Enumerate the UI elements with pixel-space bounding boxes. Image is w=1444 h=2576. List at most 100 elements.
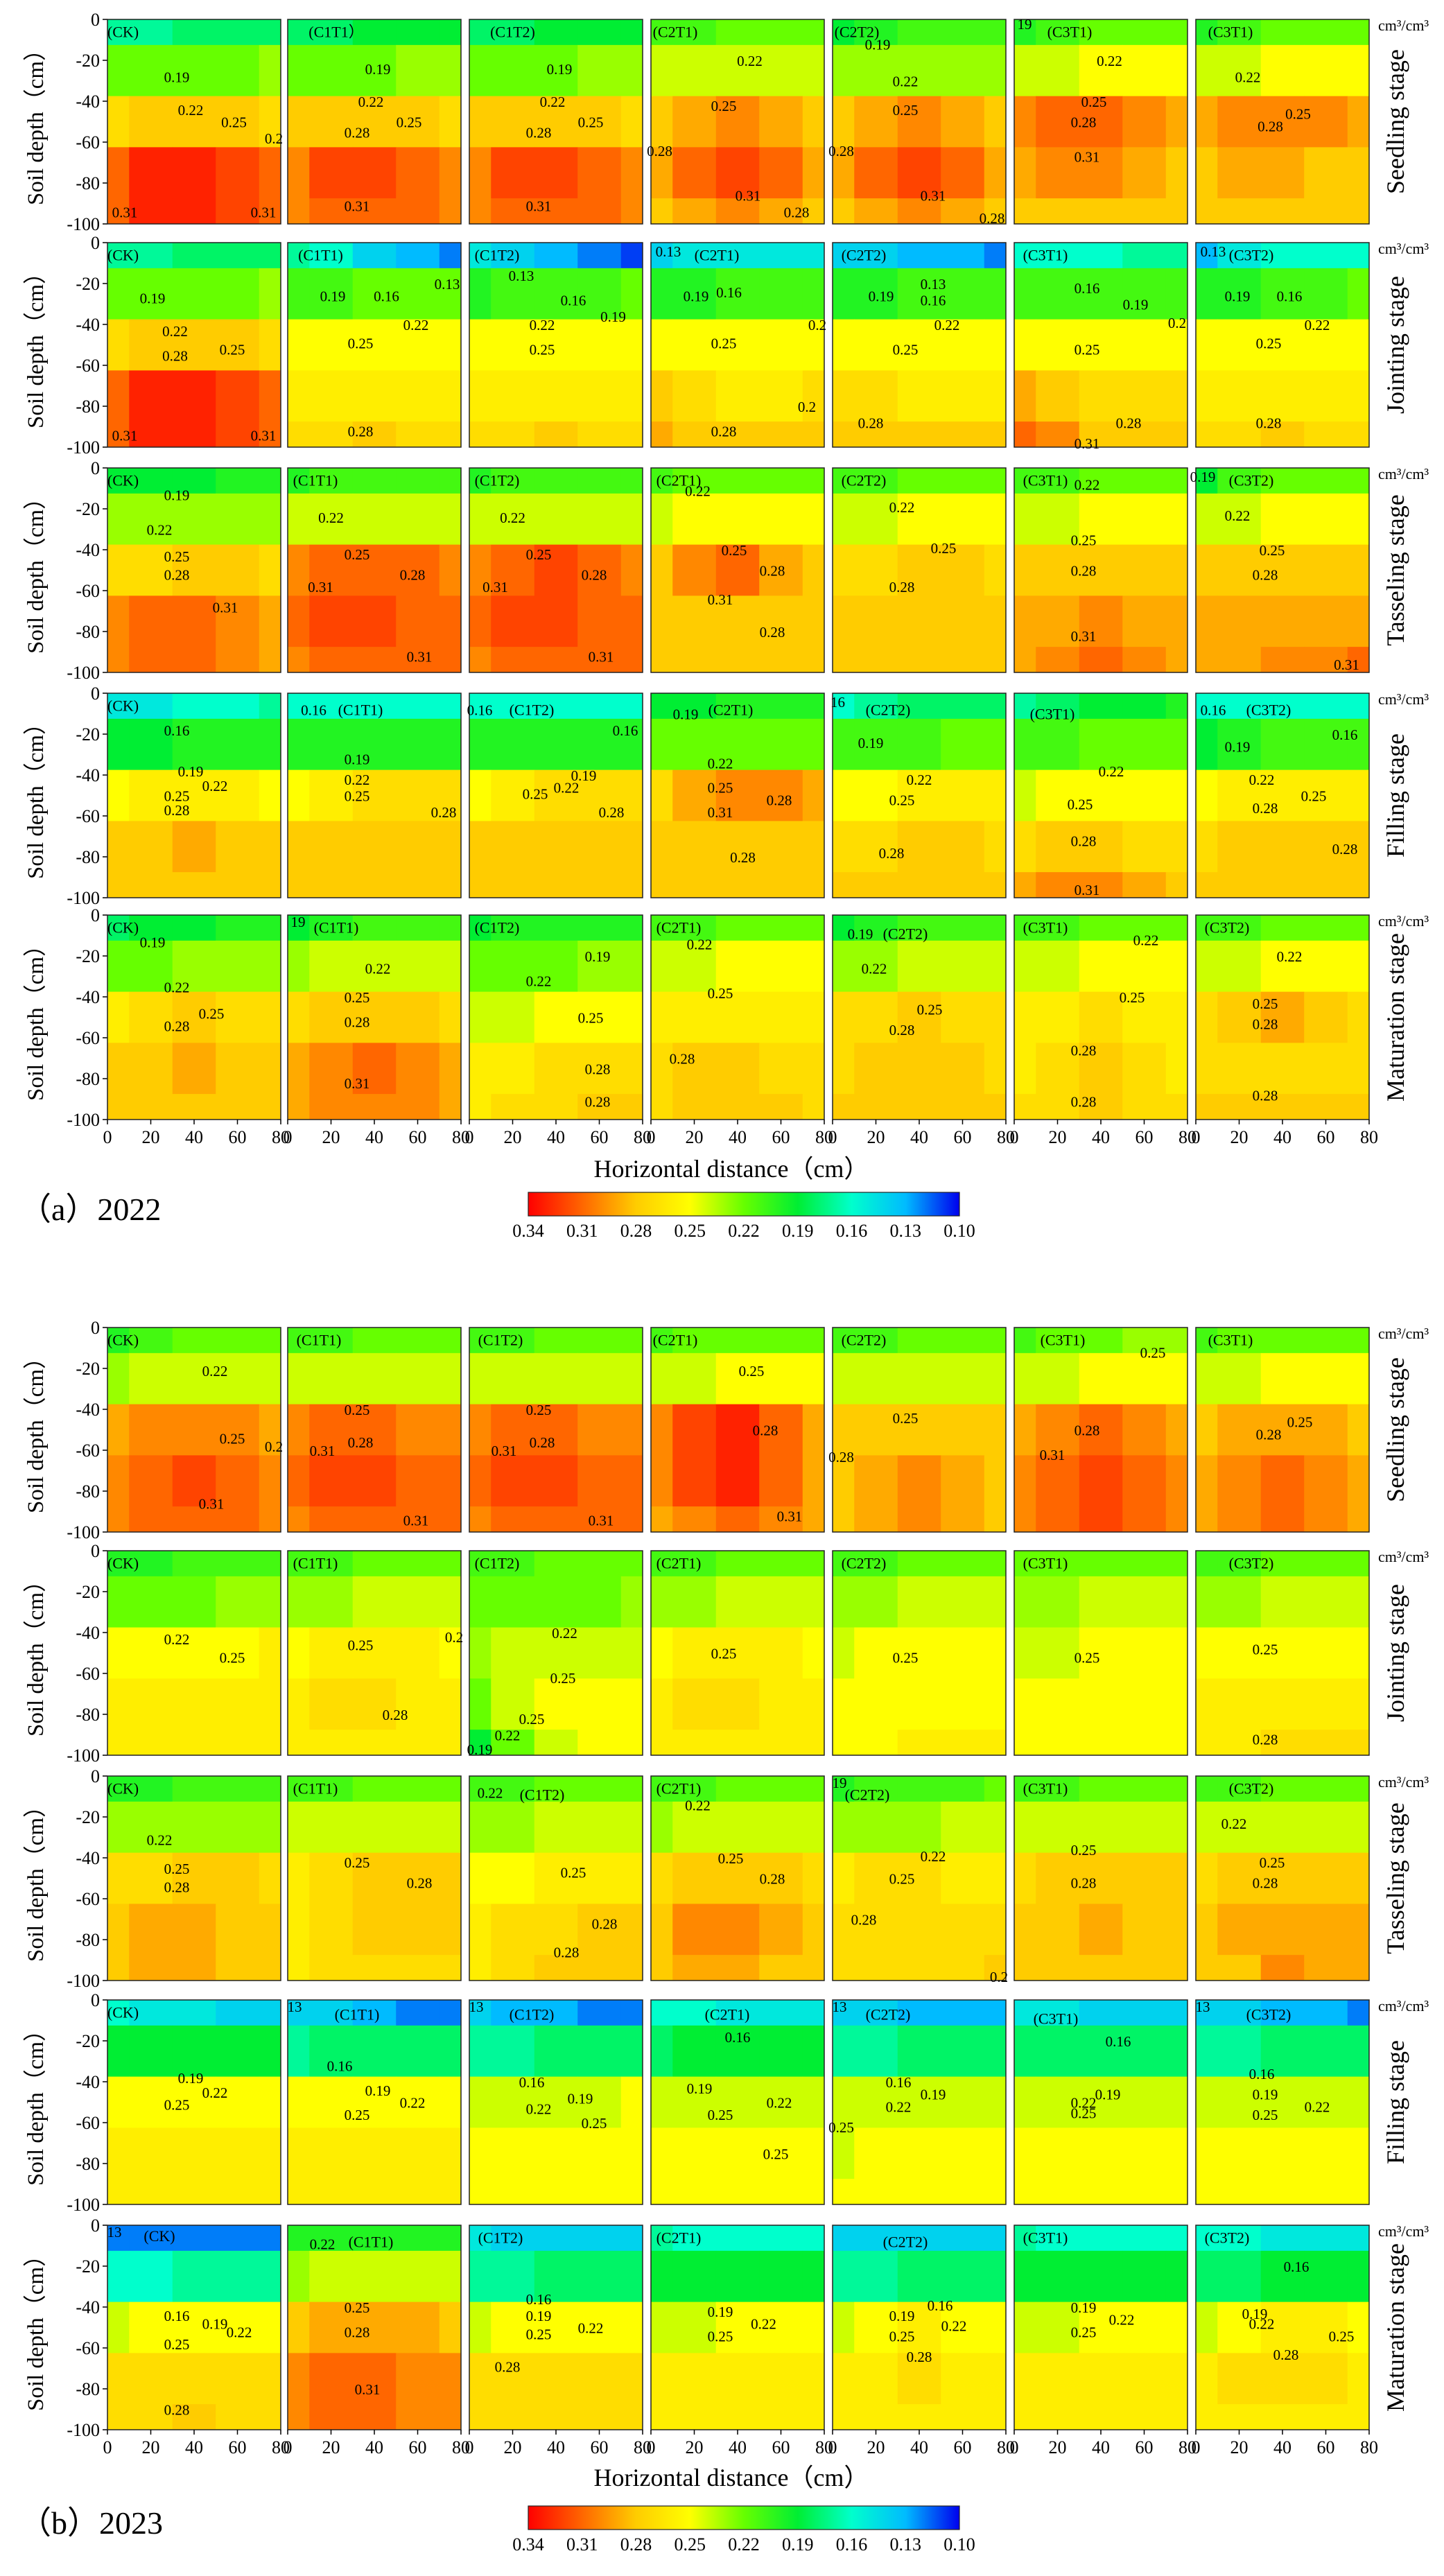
contour-label: 0.22	[1249, 772, 1275, 788]
heatmap-cell	[1196, 872, 1218, 898]
heatmap-cell	[715, 1455, 760, 1507]
heatmap-cell	[1217, 1627, 1262, 1679]
heatmap-cell	[1196, 19, 1218, 46]
heatmap-cell	[1260, 1551, 1305, 1577]
heatmap-cells	[1014, 915, 1188, 1120]
heatmap-cell	[309, 991, 354, 1043]
contour-label: 0.28	[1253, 1874, 1278, 1891]
heatmap-cell	[309, 1801, 354, 1854]
heatmap-cell	[897, 370, 941, 422]
heatmap-cell	[1196, 1852, 1218, 1904]
heatmap-cell	[1260, 1043, 1305, 1095]
heatmap-cell	[715, 243, 760, 269]
heatmap-cell	[651, 421, 673, 447]
heatmap-cell	[469, 1801, 492, 1854]
heatmap-cell	[288, 370, 310, 422]
heatmap-cell	[534, 421, 578, 447]
heatmap-cell	[1304, 544, 1348, 596]
heatmap-cell	[1347, 2076, 1369, 2128]
panel-c3t2: 0.16 (C3T2)0.160.190.220.250.280.28	[1195, 693, 1370, 898]
heatmap-cell	[802, 1404, 824, 1456]
year-label: （b）2023	[19, 2505, 163, 2541]
heatmap-cell	[1014, 198, 1036, 224]
heatmap-cell	[259, 2000, 281, 2026]
heatmap-cells	[288, 1551, 461, 1755]
heatmap-cell	[577, 147, 622, 199]
contour-label: 0.16	[327, 2057, 353, 2074]
heatmap-cell	[107, 1094, 130, 1120]
heatmap-cell	[396, 198, 440, 224]
panel-label: (C2T1)	[656, 919, 702, 937]
heatmap-cell	[1304, 1955, 1348, 1981]
x-tick-label: 40	[910, 1127, 928, 1147]
heatmap-cell	[651, 769, 673, 821]
heatmap-cell	[216, 2179, 260, 2204]
heatmap-cell	[107, 370, 130, 422]
heatmap-cell	[759, 1955, 803, 1981]
panel-label: (CK)	[107, 1780, 139, 1798]
panel-frame	[1014, 1999, 1188, 2205]
contour-label: 0.31	[308, 579, 333, 595]
heatmap-cell	[172, 544, 216, 596]
panel-frame	[650, 1327, 825, 1533]
heatmap-cell	[651, 2025, 673, 2078]
panel-frame	[469, 1999, 643, 2205]
heatmap-cell	[1217, 2250, 1262, 2303]
heatmap-cell	[216, 1852, 260, 1904]
heatmap-cell	[107, 1678, 130, 1730]
heatmap-cell	[352, 19, 397, 46]
heatmap-cells	[107, 243, 281, 447]
contour-label: 0.28	[851, 1912, 877, 1929]
panel-label: (C2T2)	[842, 247, 887, 264]
heatmap-cell	[1347, 2250, 1369, 2303]
heatmap-cell	[216, 544, 260, 596]
heatmap-cell	[216, 1043, 260, 1095]
heatmap-cell	[833, 1852, 855, 1904]
heatmap-cell	[651, 2250, 673, 2303]
heatmap-cell	[577, 2225, 622, 2252]
heatmap-cell	[577, 1776, 622, 1802]
contour-label: 0.22	[478, 1785, 503, 1802]
panel-frame	[107, 1999, 281, 2205]
heatmap-cell	[984, 2225, 1006, 2252]
heatmap-cell	[651, 1730, 673, 1755]
contour-label: 0.28	[1256, 415, 1282, 432]
heatmap-cell	[439, 2000, 461, 2026]
heatmap-cell	[672, 991, 717, 1043]
heatmap-cell	[1196, 1455, 1218, 1507]
heatmap-cell	[577, 1801, 622, 1854]
heatmap-cell	[309, 2000, 354, 2026]
heatmap-cell	[1260, 319, 1305, 371]
heatmap-cell	[897, 769, 941, 821]
heatmap-cell	[854, 2000, 898, 2026]
contour-label: 0.28	[858, 415, 884, 432]
heatmap-cell	[216, 319, 260, 371]
heatmap-cell	[672, 2301, 717, 2353]
heatmap-cell	[1347, 2353, 1369, 2405]
contour-label: 0.28	[828, 1449, 854, 1465]
heatmap-cell	[759, 1627, 803, 1679]
heatmap-cell	[941, 44, 985, 97]
heatmap-cell	[396, 319, 440, 371]
heatmap-cell	[172, 1551, 216, 1577]
panel-label: (CK)	[107, 1332, 139, 1349]
contour-label: 0.28	[164, 1879, 190, 1895]
heatmap-cell	[1122, 370, 1167, 422]
heatmap-cell	[941, 991, 985, 1043]
heatmap-cell	[1036, 2025, 1080, 2078]
heatmap-cell	[672, 468, 717, 494]
heatmap-cell	[1260, 370, 1305, 422]
heatmap-cell	[759, 1801, 803, 1854]
heatmap-cell	[439, 198, 461, 224]
heatmap-cell	[715, 1955, 760, 1981]
heatmap-cell	[897, 319, 941, 371]
heatmap-cell	[1217, 493, 1262, 546]
heatmap-cell	[715, 872, 760, 898]
heatmap-cell	[439, 769, 461, 821]
panel-label: (C2T2)	[835, 24, 880, 41]
heatmap-cell	[172, 2025, 216, 2078]
colorbar-tick-label: 0.34	[512, 1221, 544, 1241]
heatmap-cell	[259, 1551, 281, 1577]
y-axis-label: Soil depth（cm）	[24, 1795, 49, 1962]
heatmap-cell	[715, 1801, 760, 1854]
